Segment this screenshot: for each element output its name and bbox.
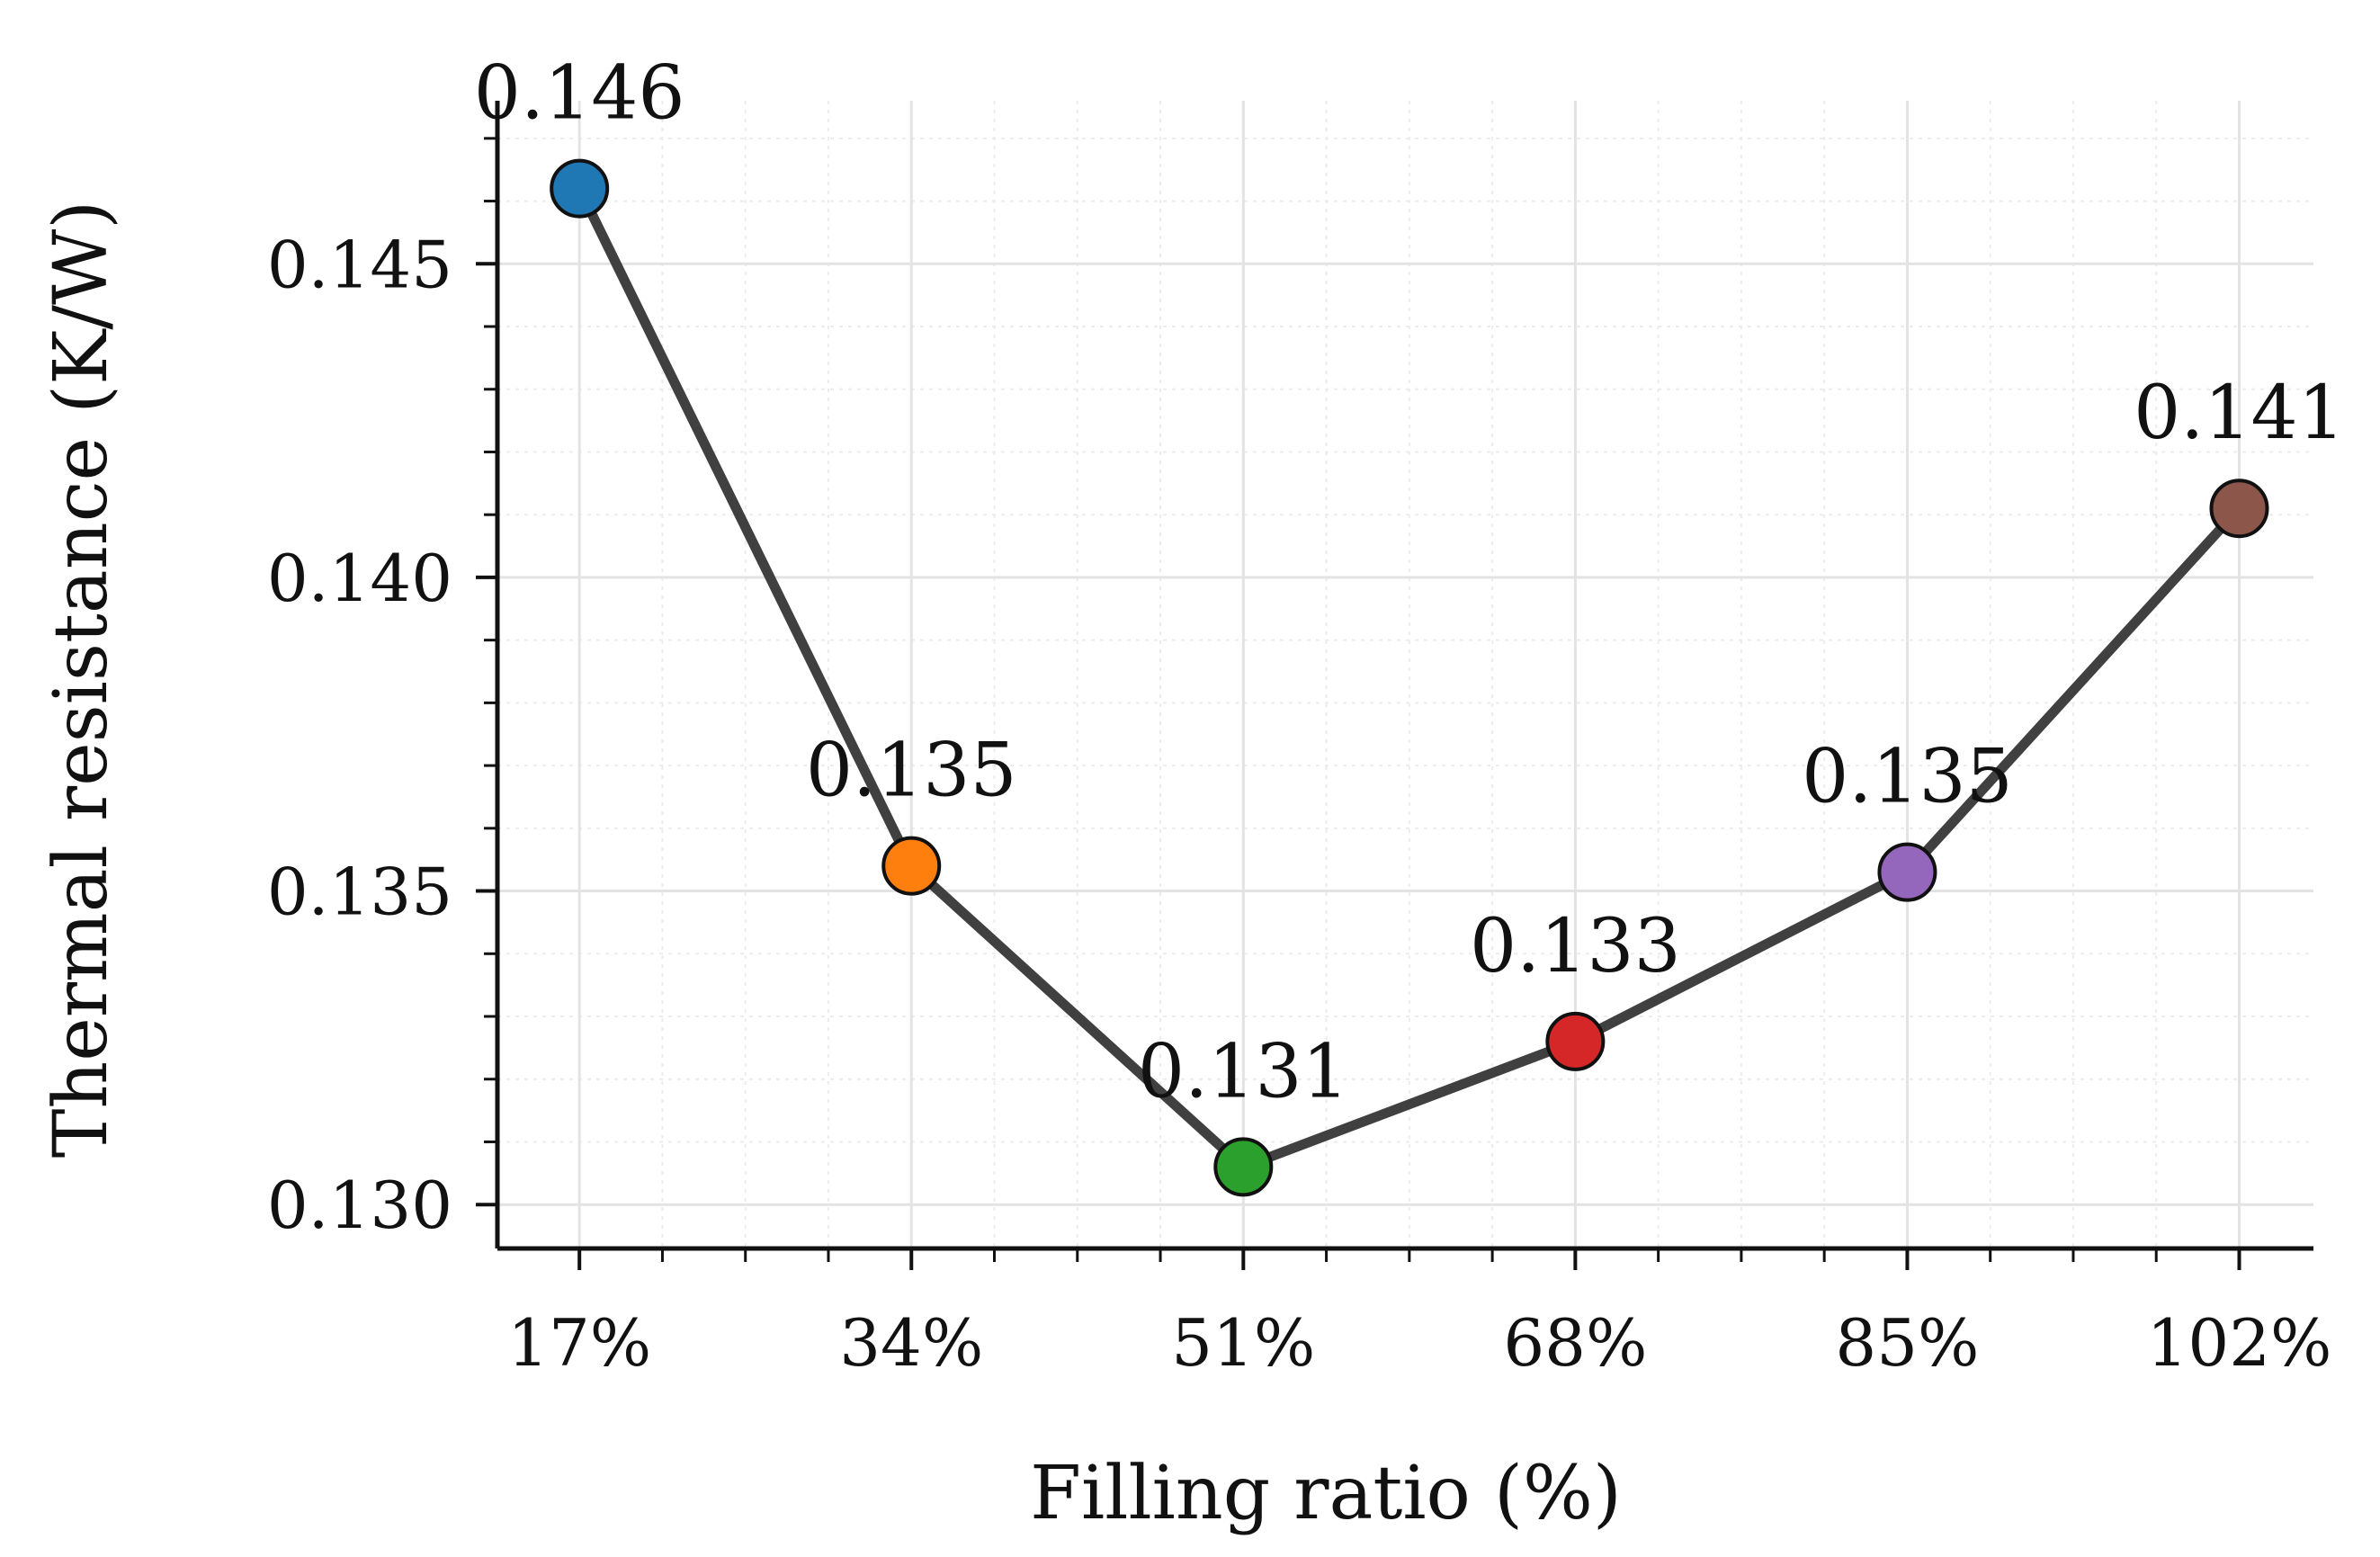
x-tick-label: 68% [1503,1305,1647,1381]
x-tick-label: 102% [2147,1305,2332,1381]
y-tick-label: 0.135 [267,855,452,930]
data-point-marker [881,836,942,896]
data-value-label: 0.133 [1470,904,1681,989]
x-tick-labels: 17% 34% 51% 68% 85% 102% [507,1305,2331,1381]
data-value-label: 0.146 [474,51,685,137]
y-axis-title: Thermal resistance (K/W) [39,201,124,1159]
data-value-label: 0.141 [2134,371,2345,456]
axis-ticks [476,137,2241,1270]
series-line [574,183,2244,1172]
y-tick-label: 0.130 [267,1168,452,1243]
y-tick-labels: 0.130 0.135 0.140 0.145 [267,227,452,1243]
x-tick-label: 17% [507,1305,651,1381]
x-tick-label: 34% [839,1305,983,1381]
data-value-label: 0.135 [806,729,1017,814]
data-point-marker [1545,1011,1606,1071]
data-labels: 0.146 0.135 0.131 0.133 0.135 0.141 [474,51,2345,1115]
data-point-marker [1877,842,1937,902]
minor-gridlines [497,101,2313,1248]
data-value-label: 0.135 [1802,735,2013,820]
x-tick-label: 51% [1171,1305,1315,1381]
x-tick-label: 85% [1835,1305,1979,1381]
data-point-marker [550,158,610,219]
data-point-marker [2209,479,2269,539]
y-tick-label: 0.140 [267,541,452,616]
data-value-label: 0.131 [1138,1029,1349,1114]
data-markers [550,158,2269,1197]
major-gridlines [497,101,2313,1248]
data-point-marker [1213,1137,1274,1197]
y-tick-label: 0.145 [267,227,452,302]
x-axis-title: Filling ratio (%) [1030,1451,1622,1536]
